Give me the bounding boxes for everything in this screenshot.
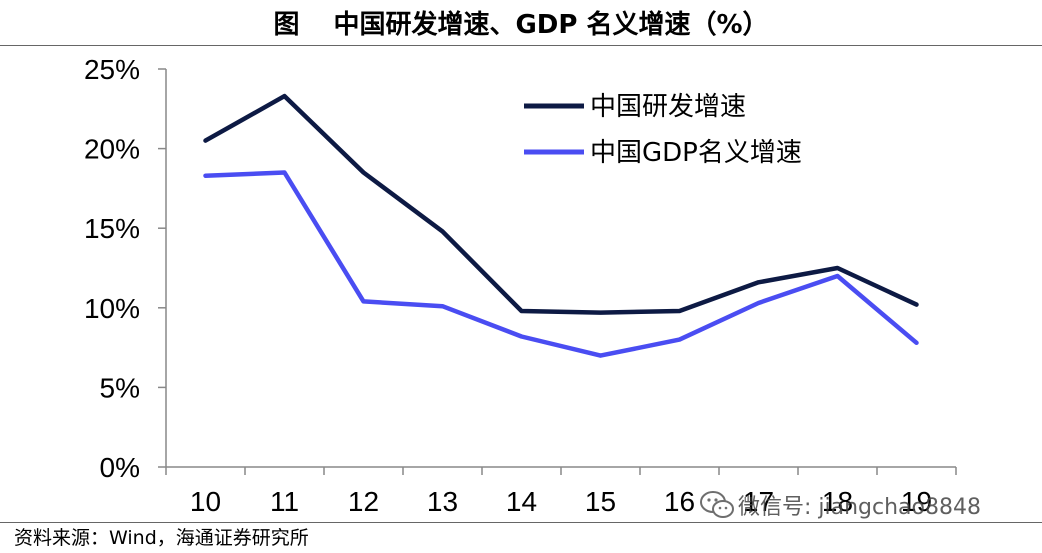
chart-axes [158,68,957,475]
y-tick-label: 5% [100,372,140,403]
series-lines [203,93,919,358]
tick-labels: 0% 5% 10% 15% 20% 25% 10 11 12 13 14 15 16 17 18 19 [84,54,932,517]
source-note: 资料来源：Wind，海通证券研究所 [14,527,309,549]
watermark-text: 微信号: jiangchao8848 [738,495,981,520]
x-tick-label: 16 [664,486,695,517]
series-line-1 [203,93,919,315]
footer-divider [0,522,1042,523]
y-tick-label: 0% [100,452,140,483]
chart-title: 中国研发增速、GDP 名义增速（%） [333,9,769,40]
x-tick-label: 14 [506,486,537,517]
x-tick-label: 13 [427,486,458,517]
y-tick-label: 20% [84,134,140,165]
x-tick-label: 12 [348,486,379,517]
x-tick-label: 19 [901,486,932,517]
x-tick-label: 15 [585,486,616,517]
y-tick-label: 10% [84,293,140,324]
x-tick-label: 17 [743,486,774,517]
figure-label: 图 [273,9,300,40]
wechat-watermark: 微信号: jiangchao8848 [700,488,981,522]
line-chart: 0% 5% 10% 15% 20% 25% 10 11 12 13 14 15 16 17 18 19 中国研… [84,54,957,517]
y-tick-label: 25% [84,54,140,85]
y-tick-label: 15% [84,213,140,244]
title-divider [0,45,1042,46]
series-line-2 [203,170,919,358]
x-tick-label: 10 [190,486,221,517]
wechat-icon [700,491,734,518]
legend-label-2: 中国GDP名义增速 [590,138,802,168]
chart-title-bar: 图 中国研发增速、GDP 名义增速（%） [0,0,1042,44]
x-tick-label: 11 [270,486,299,517]
x-tick-label: 18 [822,486,853,517]
legend-label-1: 中国研发增速 [590,92,746,122]
